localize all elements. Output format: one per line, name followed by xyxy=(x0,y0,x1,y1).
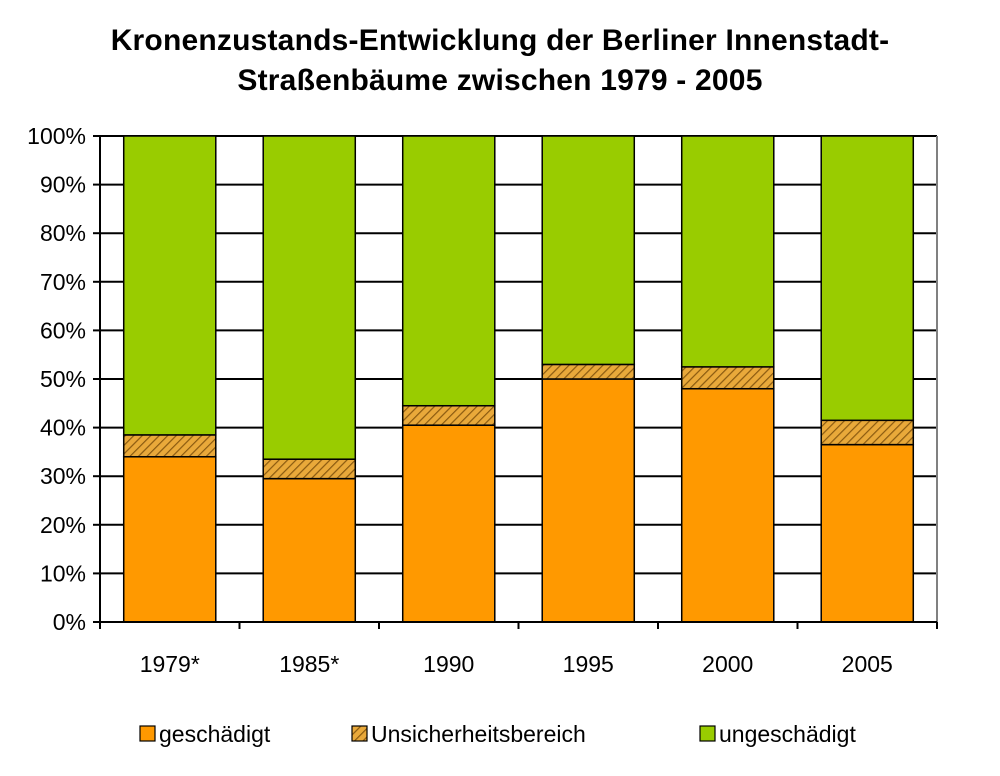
bar-segment-2-1 xyxy=(122,434,217,458)
x-tick-label: 2005 xyxy=(842,651,893,677)
bar-segment-2-3 xyxy=(401,404,496,426)
y-tick-label: 60% xyxy=(40,317,86,343)
bar-segment-2-6 xyxy=(820,419,915,446)
x-tick-label: 2000 xyxy=(702,651,753,677)
bar-segment-1-5 xyxy=(680,387,775,623)
axes-layer: 0% 10% 20% 30% 40% 50% 60% 70% 80% 90% 100% 1979* 19… xyxy=(27,123,938,677)
legend: geschädigt Unsicherheitsbereich ungeschädi… xyxy=(139,721,856,747)
x-tick-label: 1979* xyxy=(140,651,200,677)
bar-segment-3-6 xyxy=(820,135,915,422)
y-tick-label: 90% xyxy=(40,172,86,198)
y-tick-label: 70% xyxy=(40,269,86,295)
bar-segment-3-3 xyxy=(401,135,496,407)
grid-layer xyxy=(100,135,937,575)
y-tick-label: 50% xyxy=(40,366,86,392)
bar-segment-3-5 xyxy=(680,135,775,368)
x-tick-label: 1985* xyxy=(279,651,339,677)
bar-segment-1-1 xyxy=(122,456,217,623)
bar-segment-3-1 xyxy=(122,135,217,436)
bar-segment-1-4 xyxy=(541,378,636,623)
legend-swatch xyxy=(699,725,716,742)
x-tick-label: 1995 xyxy=(563,651,614,677)
bar-segment-2-2 xyxy=(262,458,357,480)
y-tick-label: 100% xyxy=(27,123,86,149)
bar-segment-2-4 xyxy=(541,363,636,380)
bar-segment-2-5 xyxy=(680,366,775,390)
bars-layer xyxy=(122,135,915,623)
legend-label: Unsicherheitsbereich xyxy=(371,721,586,747)
legend-swatch xyxy=(351,725,368,742)
legend-label: ungeschädigt xyxy=(719,721,856,747)
bar-segment-1-6 xyxy=(820,443,915,623)
bar-segment-3-4 xyxy=(541,135,636,366)
bar-segment-1-3 xyxy=(401,424,496,623)
bar-segment-3-2 xyxy=(262,135,357,460)
chart-title-line-1: Kronenzustands-Entwicklung der Berliner … xyxy=(110,24,890,57)
y-tick-label: 80% xyxy=(40,220,86,246)
y-tick-label: 10% xyxy=(40,560,86,586)
x-tick-label: 1990 xyxy=(423,651,474,677)
bar-segment-1-2 xyxy=(262,477,357,623)
legend-swatch xyxy=(139,725,156,742)
y-tick-label: 20% xyxy=(40,512,86,538)
chart-title-line-2: Straßenbäume zwischen 1979 - 2005 xyxy=(237,64,763,97)
y-tick-label: 0% xyxy=(53,609,86,635)
y-tick-label: 30% xyxy=(40,463,86,489)
legend-label: geschädigt xyxy=(159,721,271,747)
y-tick-label: 40% xyxy=(40,415,86,441)
